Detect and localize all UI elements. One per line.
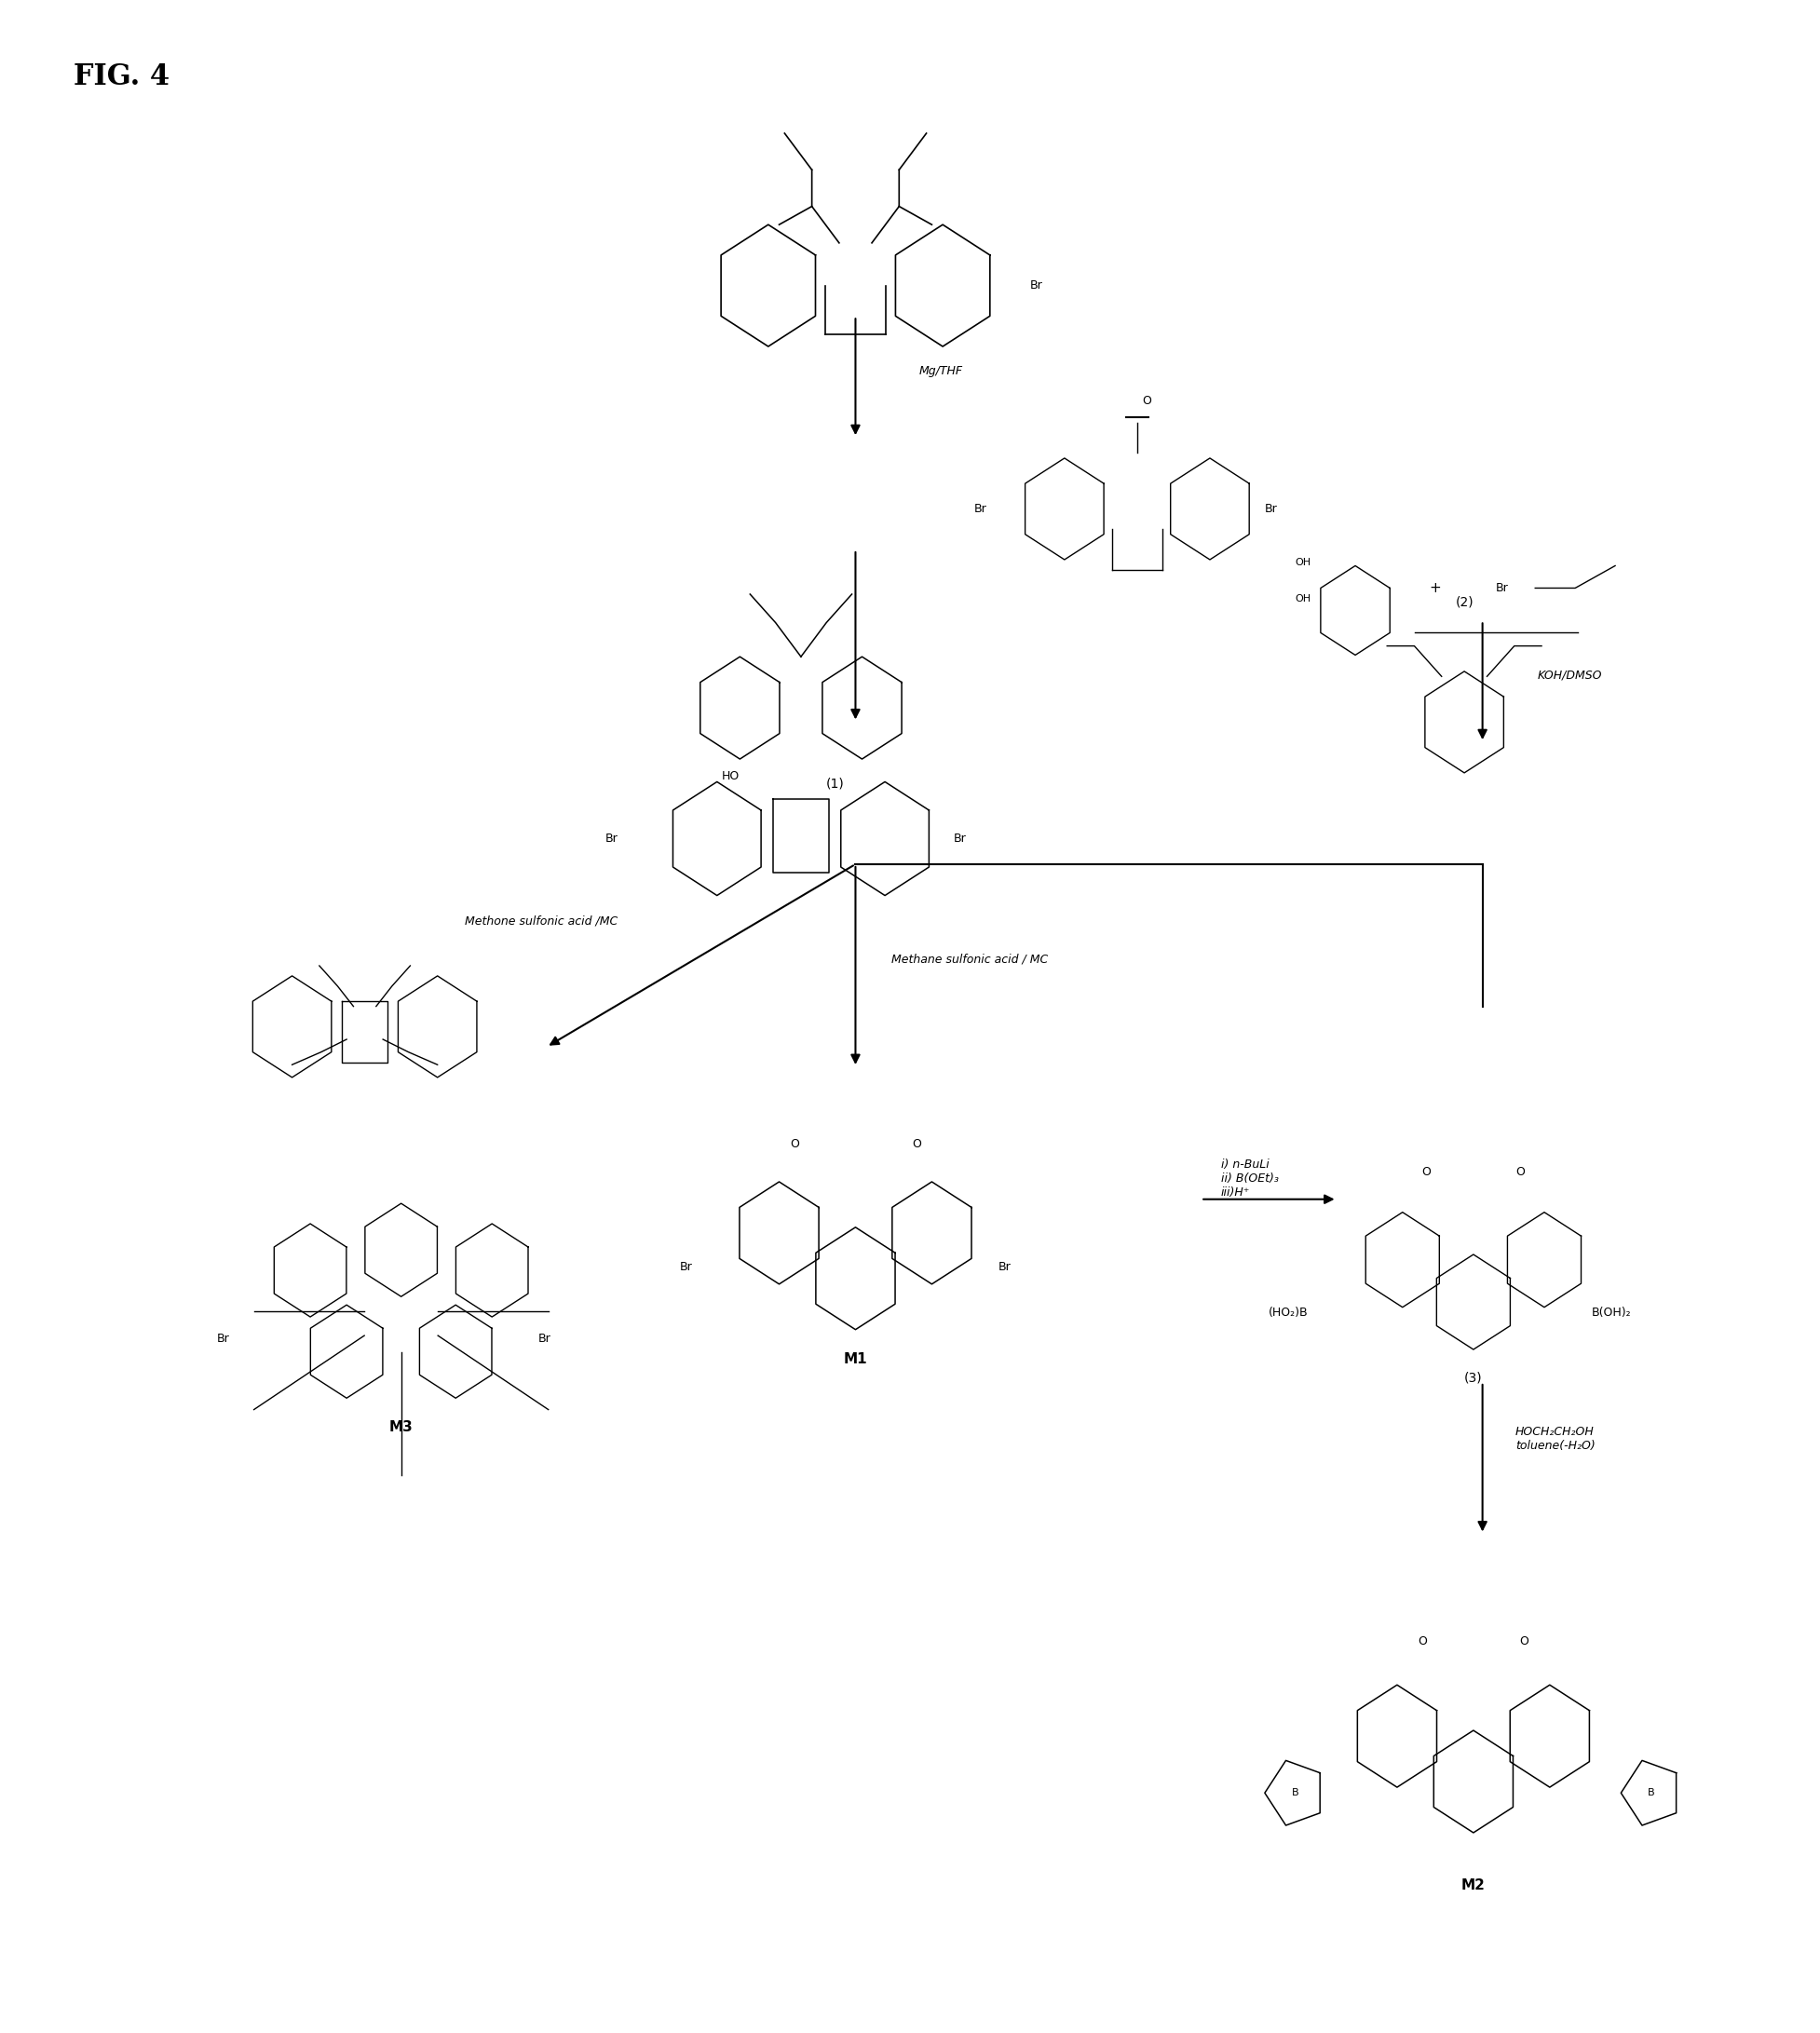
- Text: i) n-BuLi
ii) B(OEt)₃
iii)H⁺: i) n-BuLi ii) B(OEt)₃ iii)H⁺: [1221, 1159, 1278, 1199]
- Text: (HO₂)B: (HO₂)B: [1269, 1307, 1309, 1319]
- Text: O: O: [1421, 1167, 1431, 1177]
- Text: (3): (3): [1465, 1370, 1483, 1384]
- Text: M2: M2: [1461, 1878, 1485, 1893]
- Text: B(OH)₂: B(OH)₂: [1591, 1307, 1631, 1319]
- Text: M3: M3: [389, 1421, 413, 1435]
- Text: Br: Br: [997, 1260, 1010, 1273]
- Text: OH: OH: [1296, 559, 1310, 567]
- Text: OH: OH: [1296, 594, 1310, 604]
- Text: (2): (2): [1456, 596, 1474, 608]
- Text: Methone sulfonic acid /MC: Methone sulfonic acid /MC: [464, 915, 617, 927]
- Text: O: O: [912, 1138, 921, 1151]
- Text: Br: Br: [974, 502, 986, 514]
- Text: HO: HO: [723, 771, 741, 783]
- Text: Br: Br: [681, 1260, 693, 1273]
- Text: O: O: [1520, 1637, 1529, 1649]
- Text: FIG. 4: FIG. 4: [75, 63, 169, 91]
- Text: O: O: [1418, 1637, 1427, 1649]
- Text: (1): (1): [826, 777, 844, 791]
- Text: Br: Br: [604, 834, 617, 844]
- Text: Br: Br: [1496, 581, 1509, 594]
- Text: Br: Br: [539, 1332, 551, 1344]
- Text: Methane sulfonic acid / MC: Methane sulfonic acid / MC: [892, 953, 1048, 966]
- Text: B: B: [1647, 1789, 1654, 1797]
- Text: Mg/THF: Mg/THF: [919, 364, 963, 376]
- Text: O: O: [1141, 394, 1150, 407]
- Text: HOCH₂CH₂OH
toluene(-H₂O): HOCH₂CH₂OH toluene(-H₂O): [1516, 1425, 1594, 1452]
- Text: B: B: [1292, 1789, 1299, 1797]
- Text: Br: Br: [217, 1332, 229, 1344]
- Text: KOH/DMSO: KOH/DMSO: [1538, 669, 1602, 681]
- Text: O: O: [790, 1138, 799, 1151]
- Text: Br: Br: [954, 834, 966, 844]
- Text: O: O: [1516, 1167, 1525, 1177]
- Text: Br: Br: [1265, 502, 1278, 514]
- Text: M1: M1: [843, 1352, 868, 1366]
- Text: Br: Br: [1030, 279, 1043, 291]
- Text: +: +: [1429, 581, 1441, 596]
